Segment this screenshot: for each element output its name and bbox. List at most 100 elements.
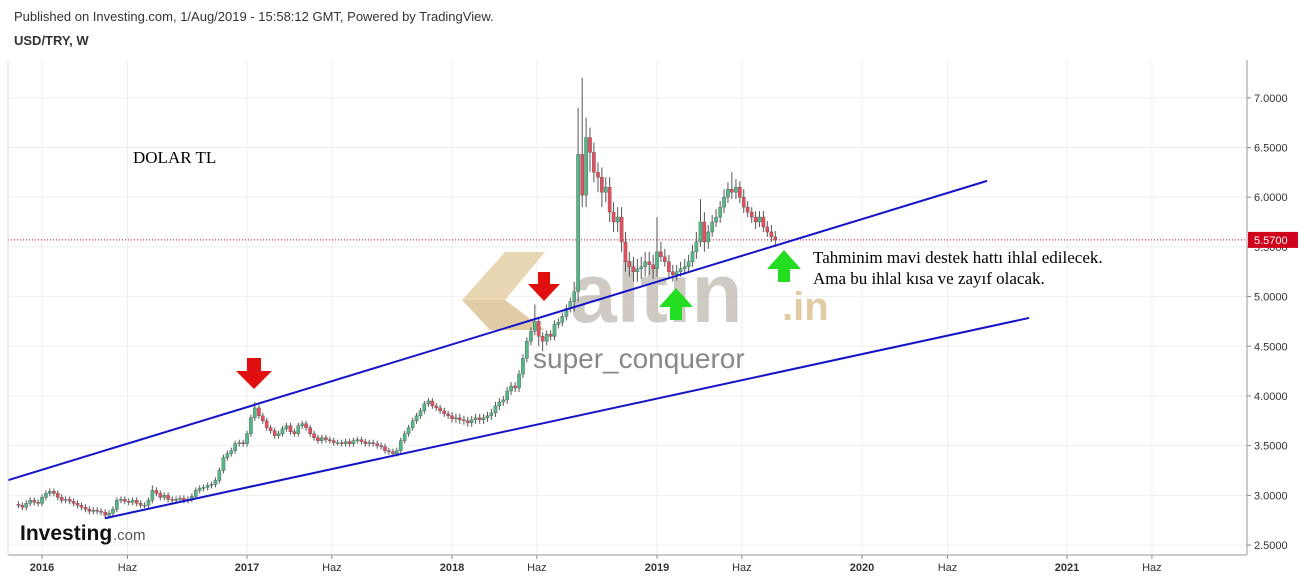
candle-body [123, 499, 127, 502]
candle-body [261, 415, 265, 422]
candle-body [588, 137, 592, 153]
x-tick-label: Haz [118, 562, 138, 574]
candle-body [623, 241, 628, 262]
candle-body [753, 216, 758, 223]
candle-body [32, 500, 37, 503]
candle-body [245, 433, 249, 444]
candle-body [276, 433, 281, 436]
x-tick-label: 2020 [850, 562, 874, 574]
candle-body [473, 417, 478, 421]
candle-body [130, 500, 135, 503]
candle-body [513, 385, 517, 389]
candle-body [690, 251, 695, 262]
candle-body [249, 417, 253, 434]
candle-body [678, 268, 683, 272]
candle-body [44, 493, 48, 498]
candle-body [458, 417, 462, 421]
candle-body [694, 241, 699, 253]
candle-body [59, 497, 64, 501]
watermark-tld: .in [782, 285, 829, 329]
arrows [236, 250, 801, 389]
candle-body [438, 407, 442, 412]
candle-body [469, 419, 474, 424]
up-arrow [659, 288, 693, 320]
candle-body [221, 457, 226, 471]
candle-body [450, 415, 454, 420]
candle-body [501, 399, 506, 403]
candle-body [150, 490, 155, 501]
candle-body [28, 500, 32, 504]
x-tick-label: Haz [322, 562, 342, 574]
logo-tld: .com [113, 527, 146, 544]
candle-body [639, 266, 644, 269]
candle-body [174, 499, 178, 501]
candle-body [71, 501, 76, 504]
candle-body [603, 187, 608, 193]
x-tick-label: 2017 [235, 562, 259, 574]
axes: 2.50003.00003.50004.00004.50005.00005.50… [7, 60, 1298, 574]
candle-body [442, 410, 447, 415]
candle-body [142, 505, 147, 507]
candle-body [671, 271, 675, 275]
candle-body [20, 505, 25, 508]
candle-body [379, 445, 383, 447]
candle-body [718, 206, 722, 218]
candle-body [241, 442, 245, 444]
candle-body [741, 196, 746, 208]
candle-body [335, 442, 340, 444]
candle-body [300, 423, 304, 426]
candle-body [170, 499, 175, 501]
down-arrow [528, 272, 560, 301]
x-tick-label: Haz [1142, 562, 1162, 574]
candle-body [517, 373, 521, 389]
candle-body [655, 251, 659, 269]
candle-body [414, 415, 419, 422]
candle-body [48, 491, 52, 494]
candle-body [331, 440, 336, 443]
candle-body [107, 513, 111, 516]
candle-body [284, 425, 289, 429]
candle-body [197, 488, 202, 491]
candle-body [229, 450, 234, 454]
candle-body [375, 443, 379, 446]
candle-body [710, 221, 714, 233]
candle-body [730, 189, 734, 193]
up-arrow [767, 250, 801, 282]
candle-body [387, 450, 391, 452]
candle-body [552, 324, 557, 337]
candle-body [103, 512, 107, 516]
candle-body [280, 428, 285, 434]
candle-body [52, 491, 56, 494]
candle-body [402, 433, 407, 441]
candle-body [178, 498, 182, 500]
candle-body [193, 490, 198, 497]
candle-body [489, 412, 494, 417]
candle-body [659, 251, 663, 258]
candle-body [619, 216, 624, 243]
candle-body [635, 268, 640, 272]
candle-body [296, 425, 301, 434]
candle-body [40, 497, 44, 504]
x-tick-label: 2016 [30, 562, 54, 574]
candle-body [525, 341, 529, 359]
candle-body [726, 189, 730, 198]
y-tick-label: 3.0000 [1254, 490, 1288, 502]
candle-body [485, 415, 490, 419]
x-tick-label: Haz [527, 562, 547, 574]
candle-body [674, 271, 679, 275]
candle-body [627, 261, 632, 267]
candle-body [509, 385, 513, 392]
candle-body [663, 256, 667, 262]
candle-body [536, 321, 541, 337]
candle-body [734, 187, 738, 193]
candle-body [316, 437, 320, 441]
candle-body [166, 495, 170, 500]
candle-body [16, 504, 21, 506]
candle-body [406, 427, 411, 434]
candle-body [592, 152, 596, 173]
investing-logo: Investing .com [20, 522, 146, 545]
candle-body [481, 417, 486, 421]
trendline [7, 179, 988, 482]
y-tick-label: 6.0000 [1254, 192, 1288, 204]
candle-body [158, 493, 163, 498]
